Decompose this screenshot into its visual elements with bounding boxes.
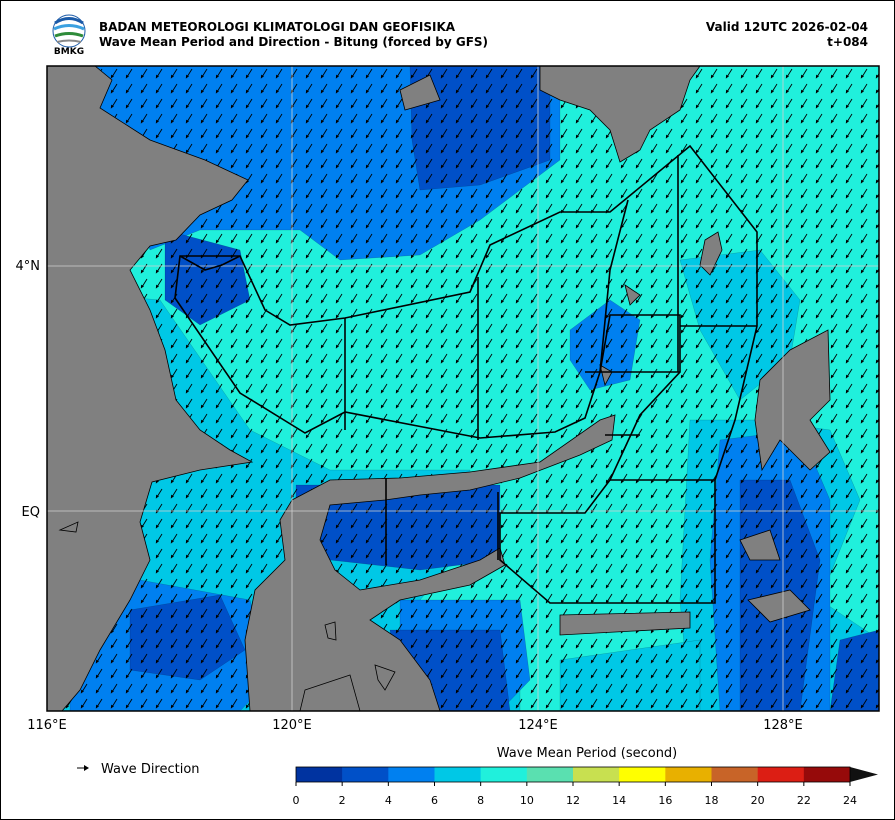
map-area [47,66,879,711]
colorbar-tick-label: 2 [339,794,346,807]
colorbar-extension [850,767,878,782]
colorbar-tick-label: 4 [385,794,392,807]
colorbar-segment [757,767,805,782]
colorbar-segment [803,767,851,782]
colorbar-title: Wave Mean Period (second) [497,746,678,761]
colorbar-tick-label: 16 [658,794,672,807]
colorbar-tick-label: 24 [843,794,857,807]
logo-text: BMKG [54,47,84,57]
lat-label: 4°N [16,259,41,274]
colorbar-segment [619,767,666,782]
zone-borders [174,144,758,604]
organization: BADAN METEOROLOGI KLIMATOLOGI DAN GEOFIS… [99,20,456,34]
lon-label: 128°E [763,718,803,733]
colorbar-tick-label: 20 [751,794,765,807]
colorbar-tick-label: 14 [612,794,626,807]
colorbar-tick-label: 8 [477,794,484,807]
colorbar-segment [342,767,389,782]
colorbar-tick-label: 0 [293,794,300,807]
direction-legend: Wave Direction [77,762,200,777]
colorbar-tick-label: 18 [705,794,719,807]
land [47,66,831,711]
lon-label: 120°E [272,718,312,733]
colorbar-segment [480,767,528,782]
colorbar-tick-label: 10 [520,794,534,807]
colorbar: 0 2 4 6 8 10 12 14 16 18 20 22 24 [293,766,878,807]
colorbar-segment [296,767,343,782]
colorbar-segment [526,767,574,782]
colorbar-tick-label: 12 [566,794,580,807]
valid-time: Valid 12UTC 2026-02-04 [706,20,868,34]
lon-label: 116°E [27,718,67,733]
lat-label: EQ [22,505,40,520]
lead-time: t+084 [827,35,868,49]
colorbar-segment [573,767,620,782]
legend-label: Wave Direction [101,762,200,777]
colorbar-segment [434,767,481,782]
grid [47,66,879,711]
colorbar-segment [711,767,758,782]
colorbar-segment [388,767,435,782]
colorbar-tick-label: 6 [431,794,438,807]
map-title: Wave Mean Period and Direction - Bitung … [99,35,488,49]
colorbar-segment [665,767,712,782]
lon-label: 124°E [518,718,558,733]
bmkg-logo: BMKG [52,14,86,57]
map-frame [46,65,880,712]
colorbar-tick-label: 22 [797,794,811,807]
